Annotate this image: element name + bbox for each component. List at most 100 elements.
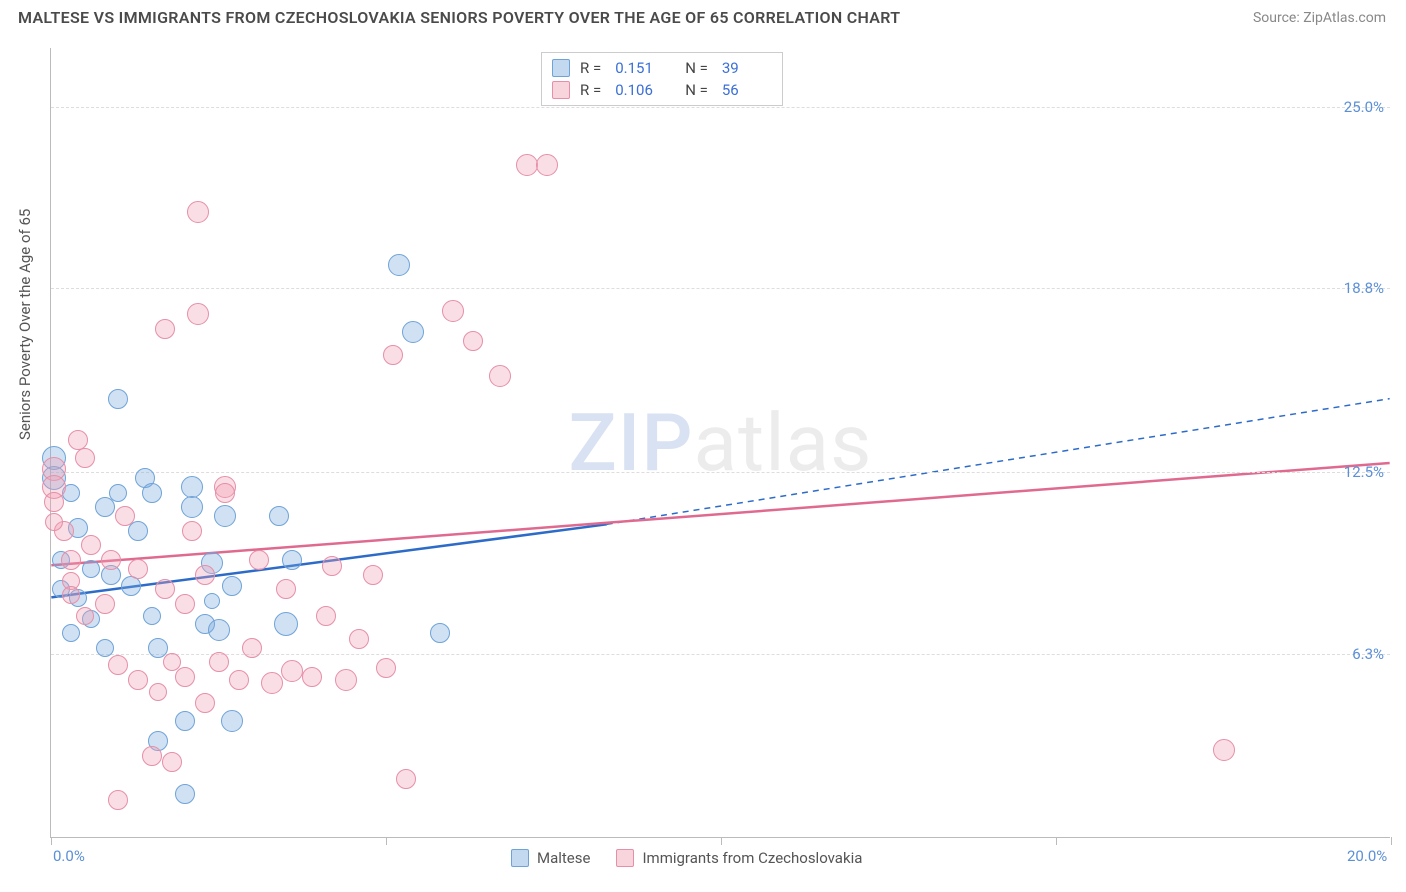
data-point xyxy=(536,154,558,176)
data-point xyxy=(149,683,167,701)
data-point xyxy=(1213,739,1235,761)
gridline xyxy=(51,288,1390,289)
data-point xyxy=(142,483,162,503)
data-point xyxy=(442,300,464,322)
data-point xyxy=(62,624,80,642)
data-point xyxy=(322,556,342,576)
data-point xyxy=(396,769,416,789)
data-point xyxy=(175,784,195,804)
data-point xyxy=(388,254,410,276)
data-point xyxy=(349,629,369,649)
data-point xyxy=(229,670,249,690)
x-tick xyxy=(1056,837,1057,845)
data-point xyxy=(175,711,195,731)
data-point xyxy=(61,550,81,570)
y-tick-label: 18.8% xyxy=(1344,279,1384,297)
data-point xyxy=(82,560,100,578)
trendlines-svg xyxy=(51,48,1390,837)
data-point xyxy=(175,594,195,614)
data-point xyxy=(121,576,141,596)
y-tick-label: 12.5% xyxy=(1344,463,1384,481)
data-point xyxy=(187,303,209,325)
chart-title: MALTESE VS IMMIGRANTS FROM CZECHOSLOVAKI… xyxy=(18,8,900,27)
data-point xyxy=(175,667,195,687)
legend-label-maltese: Maltese xyxy=(537,849,590,867)
data-point xyxy=(45,513,63,531)
data-point xyxy=(155,579,175,599)
chart-header: MALTESE VS IMMIGRANTS FROM CZECHOSLOVAKI… xyxy=(0,0,1406,31)
data-point xyxy=(143,607,161,625)
data-point xyxy=(204,593,220,609)
data-point xyxy=(383,345,403,365)
x-tick-label: 20.0% xyxy=(1347,847,1387,865)
data-point xyxy=(276,579,296,599)
legend-label-czech: Immigrants from Czechoslovakia xyxy=(642,849,862,867)
data-point xyxy=(430,623,450,643)
data-point xyxy=(281,660,303,682)
data-point xyxy=(242,638,262,658)
y-axis-title: Seniors Poverty Over the Age of 65 xyxy=(16,209,34,440)
data-point xyxy=(249,550,269,570)
chart-plot-area: ZIPatlas R = 0.151 N = 39 R = 0.106 N = … xyxy=(50,48,1390,838)
data-point xyxy=(142,746,162,766)
series-legend: Maltese Immigrants from Czechoslovakia xyxy=(511,849,862,867)
data-point xyxy=(44,492,64,512)
data-point xyxy=(95,594,115,614)
x-tick xyxy=(386,837,387,845)
data-point xyxy=(214,505,236,527)
data-point xyxy=(335,669,357,691)
legend-item-czech: Immigrants from Czechoslovakia xyxy=(616,849,862,867)
data-point xyxy=(402,321,424,343)
data-point xyxy=(108,655,128,675)
data-point xyxy=(516,154,538,176)
data-point xyxy=(76,607,94,625)
data-point xyxy=(269,506,289,526)
trendline-solid xyxy=(51,463,1389,565)
data-point xyxy=(195,693,215,713)
data-point xyxy=(187,201,209,223)
data-point xyxy=(222,576,242,596)
legend-item-maltese: Maltese xyxy=(511,849,590,867)
data-point xyxy=(128,670,148,690)
data-point xyxy=(282,550,302,570)
x-tick xyxy=(721,837,722,845)
data-point xyxy=(208,619,230,641)
x-tick xyxy=(1391,837,1392,845)
x-tick-label: 0.0% xyxy=(53,847,85,865)
data-point xyxy=(95,497,115,517)
data-point xyxy=(209,652,229,672)
data-point xyxy=(181,496,203,518)
swatch-blue-icon xyxy=(511,849,529,867)
data-point xyxy=(463,331,483,351)
data-point xyxy=(489,365,511,387)
data-point xyxy=(108,389,128,409)
swatch-pink-icon xyxy=(616,849,634,867)
data-point xyxy=(363,565,383,585)
data-point xyxy=(75,448,95,468)
data-point xyxy=(221,710,243,732)
data-point xyxy=(81,535,101,555)
data-point xyxy=(96,639,114,657)
y-tick-label: 6.3% xyxy=(1352,645,1384,663)
data-point xyxy=(115,506,135,526)
data-point xyxy=(181,476,203,498)
data-point xyxy=(62,586,80,604)
gridline xyxy=(51,472,1390,473)
data-point xyxy=(261,672,283,694)
data-point xyxy=(376,658,396,678)
gridline xyxy=(51,107,1390,108)
y-tick-label: 25.0% xyxy=(1344,98,1384,116)
trendline-dashed xyxy=(607,399,1390,525)
data-point xyxy=(109,484,127,502)
data-point xyxy=(195,565,215,585)
data-point xyxy=(128,559,148,579)
data-point xyxy=(215,483,235,503)
data-point xyxy=(162,752,182,772)
data-point xyxy=(101,550,121,570)
data-point xyxy=(182,521,202,541)
data-point xyxy=(302,667,322,687)
chart-source: Source: ZipAtlas.com xyxy=(1253,10,1386,26)
data-point xyxy=(316,606,336,626)
data-point xyxy=(274,612,298,636)
data-point xyxy=(108,790,128,810)
